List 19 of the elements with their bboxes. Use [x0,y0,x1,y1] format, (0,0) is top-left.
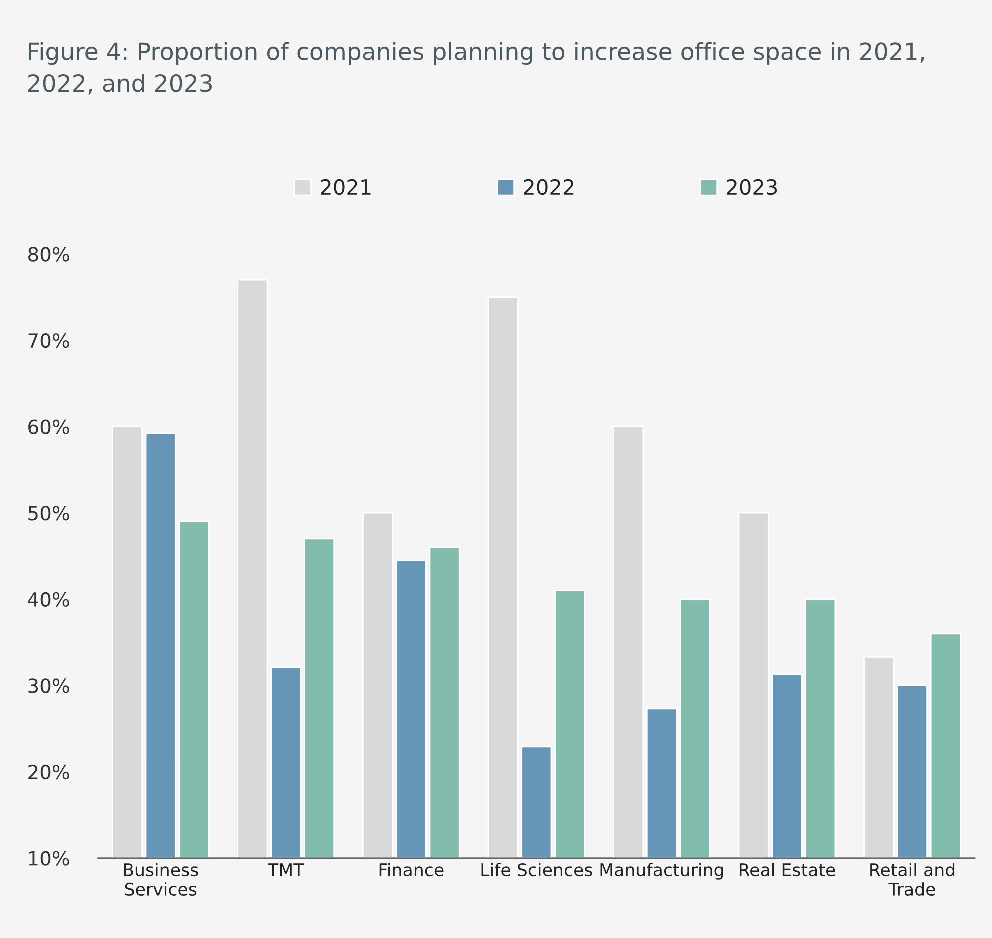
y-tick-label: 50% [28,506,70,521]
y-tick-label: 10% [29,851,70,866]
y-tick-label: 30% [28,678,70,694]
x-tick-label: Real Estate [740,863,836,877]
y-tick-label: 80% [28,247,70,262]
x-tick-label: Life Sciences [482,863,592,877]
legend-label: 2021 [321,179,371,196]
x-tick-label: Finance [380,863,444,877]
x-tick-label: Manufacturing [600,863,724,880]
y-tick-label: 40% [28,592,70,608]
legend-label: 2023 [727,179,778,196]
y-tick-label: 20% [28,764,70,780]
x-tick-label: Retail and Trade [870,863,955,896]
x-tick-label: Business Services [124,863,198,896]
chart-title: Figure 4: Proportion of companies planning to increase office space in 2021, 2022, and 2023 [28,42,924,95]
legend-label: 2022 [524,179,574,196]
x-tick-label: TMT [268,864,304,876]
y-tick-label: 60% [28,420,70,434]
y-tick-label: 70% [28,333,70,348]
